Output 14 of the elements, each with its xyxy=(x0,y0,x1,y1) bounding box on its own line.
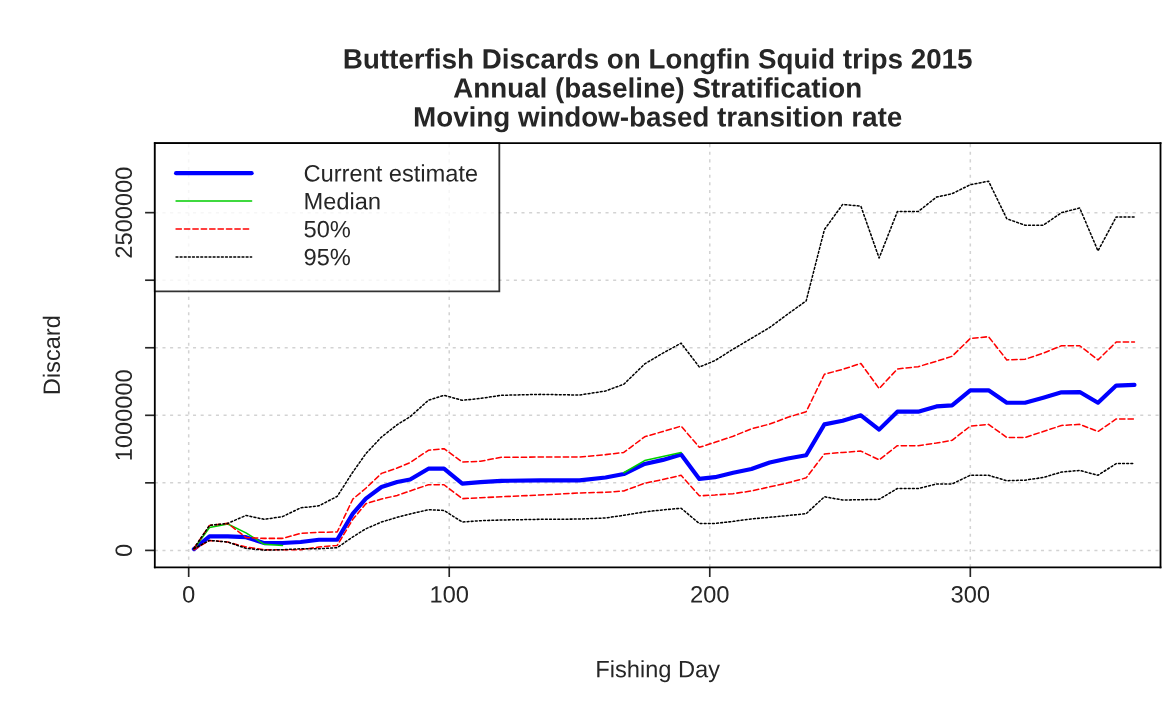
legend-label: 95% xyxy=(304,248,350,266)
y-tick-label: 0 xyxy=(115,544,133,557)
legend-label: Current estimate xyxy=(304,164,478,182)
x-tick-label: 200 xyxy=(691,585,729,603)
chart-title: Butterfish Discards on Longfin Squid trips 2015 Annual (baseline) Stratification Moving window-based transition rate xyxy=(344,48,972,133)
y-tick-label: 2500000 xyxy=(115,167,133,258)
legend-label: Median xyxy=(305,192,380,210)
x-axis-title: Fishing Day xyxy=(597,660,720,683)
y-axis-title: Discard xyxy=(42,316,61,394)
y-tick-label: 1000000 xyxy=(115,370,133,460)
x-tick-label: 300 xyxy=(951,585,990,603)
x-tick-label: 0 xyxy=(183,585,195,603)
legend-label: 50% xyxy=(304,220,350,238)
x-tick-label: 100 xyxy=(431,585,468,603)
